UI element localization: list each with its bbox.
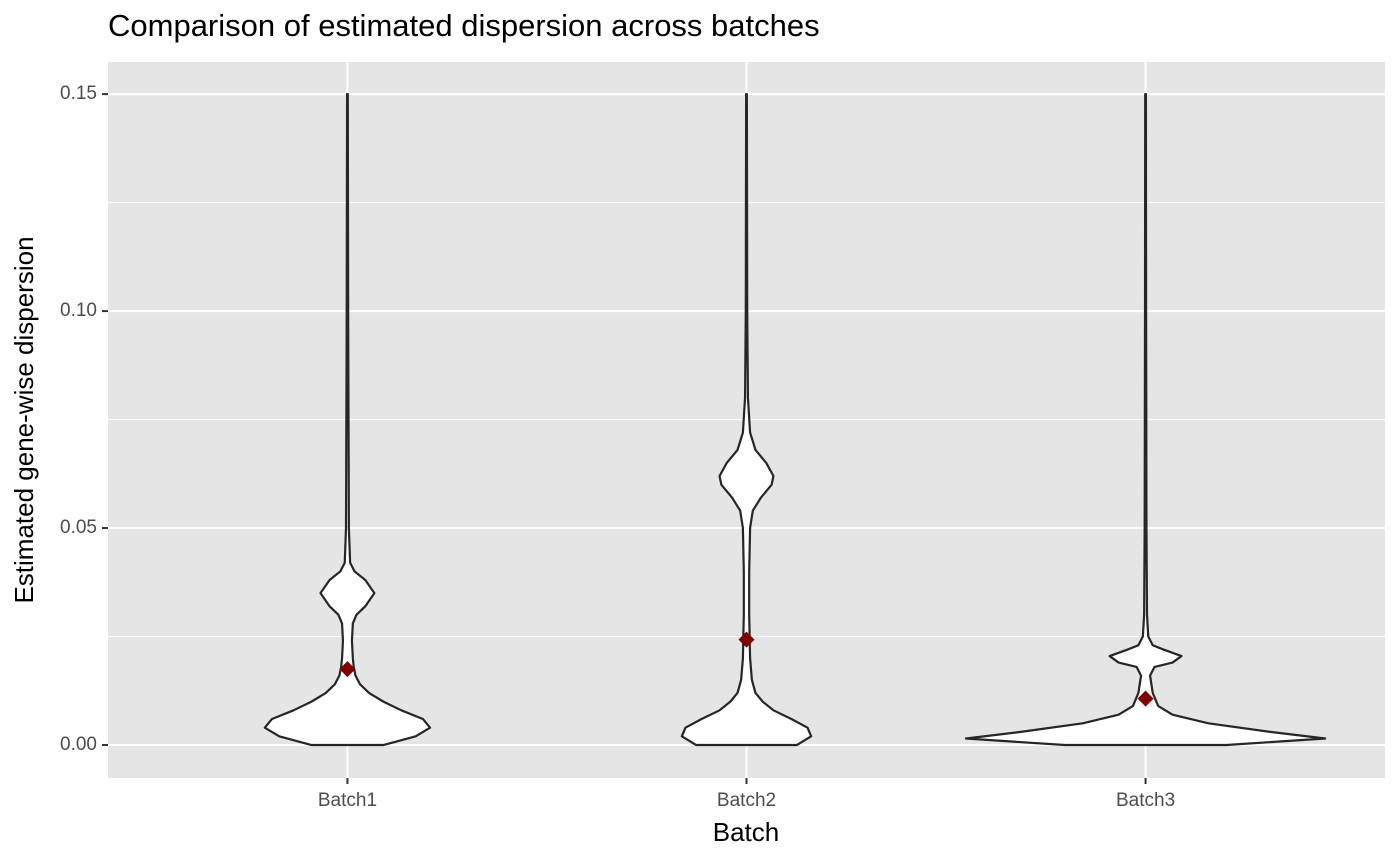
y-axis-label: Estimated gene-wise dispersion — [9, 236, 39, 603]
y-tick-label: 0.05 — [60, 517, 97, 538]
x-tick-label: Batch2 — [717, 790, 776, 811]
x-tick-label: Batch1 — [318, 790, 377, 811]
x-axis-label: Batch — [713, 817, 780, 847]
mean-marker — [738, 631, 755, 648]
x-tick-label: Batch3 — [1116, 790, 1175, 811]
chart-title: Comparison of estimated dispersion acros… — [108, 8, 820, 43]
mean-marker — [1137, 690, 1154, 707]
y-tick-label: 0.00 — [60, 734, 97, 755]
violin — [263, 93, 432, 747]
y-tick-label: 0.10 — [60, 300, 97, 321]
violin — [964, 93, 1327, 747]
y-tick-label: 0.15 — [60, 83, 97, 104]
violin — [680, 93, 813, 747]
mean-marker — [339, 661, 356, 678]
